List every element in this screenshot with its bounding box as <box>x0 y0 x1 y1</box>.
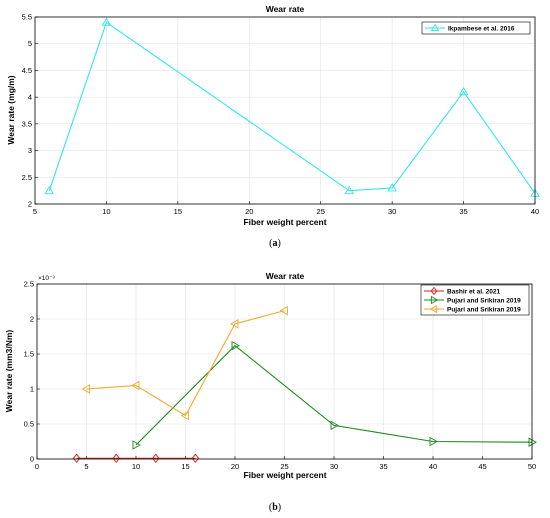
legend-swatch-marker <box>430 295 439 305</box>
chart-a: 5 10 15 20 25 30 35 40 2 2.5 3 3.5 4 4.5 5 5.5 Wear rat… <box>6 4 540 249</box>
chart-b: 0 5 10 15 20 25 30 35 40 45 50 0 0.5 1 1.5 2 2.5 Wear ra… <box>4 271 537 513</box>
legend-entry: Pujari and Srikiran 2019 <box>447 306 521 313</box>
x-tick-label: 25 <box>317 207 325 216</box>
x-tick-label: 15 <box>174 207 182 216</box>
x-tick-label: 5 <box>33 207 37 216</box>
x-tick-label: 30 <box>388 207 396 216</box>
data-point <box>44 185 55 195</box>
data-point <box>344 185 355 195</box>
legend-box <box>421 21 531 35</box>
data-point <box>131 380 140 391</box>
x-tick-label: 5 <box>84 462 88 471</box>
series-a <box>44 17 540 197</box>
y-tick-label: 1.5 <box>24 350 34 359</box>
data-point <box>180 410 189 421</box>
legend-a: Ikpambese et al. 2016 <box>421 21 531 35</box>
legend-swatch-marker <box>430 286 438 296</box>
x-tick-label: 40 <box>429 462 437 471</box>
x-tick-label: 20 <box>245 207 253 216</box>
y-tick-label: 2 <box>28 200 32 209</box>
x-tick-label: 40 <box>531 207 539 216</box>
series-line <box>48 21 536 194</box>
caption-b-letter: b <box>272 502 278 513</box>
data-point <box>330 420 339 431</box>
x-tick-label: 25 <box>280 462 288 471</box>
ticks-b: 0 5 10 15 20 25 30 35 40 45 50 0 0.5 1 1.5 2 2.5 <box>24 280 537 472</box>
y-tick-label: 4 <box>28 93 32 102</box>
legend-entry: Bashir et al. 2021 <box>447 288 500 295</box>
x-tick-label: 30 <box>330 462 338 471</box>
data-point <box>387 183 397 192</box>
x-tick-label: 35 <box>459 207 467 216</box>
series-line <box>86 310 285 417</box>
legend-entry: Ikpambese et al. 2016 <box>448 25 515 32</box>
x-tick-label: 45 <box>478 462 486 471</box>
y-tick-label: 0.5 <box>24 420 34 429</box>
y-tick-label: 3 <box>28 146 32 155</box>
y-axis-label-a: Wear rate (mg/m) <box>6 75 16 144</box>
x-tick-label: 0 <box>35 462 39 471</box>
series-line <box>135 344 533 446</box>
y-tick-label: 5 <box>28 39 32 48</box>
data-point <box>231 340 240 351</box>
y-tick-label: 5.5 <box>22 13 32 22</box>
data-point <box>132 440 141 450</box>
y-axis-label-b: Wear rate (mm3/Nm) <box>4 330 14 413</box>
data-point <box>458 86 469 96</box>
data-point <box>81 384 90 394</box>
data-point <box>72 453 81 464</box>
chart-title-b: Wear rate <box>266 271 305 281</box>
plot-area-a <box>35 17 535 204</box>
legend-entry: Pujari and Srikiran 2019 <box>447 297 521 304</box>
x-tick-label: 10 <box>102 207 110 216</box>
x-tick-label: 10 <box>132 462 140 471</box>
data-point <box>429 436 438 447</box>
legend-swatch-marker <box>430 23 440 32</box>
data-point <box>112 453 120 464</box>
legend-b: Bashir et al. 2021 Pujari and Srikiran 20… <box>420 284 530 316</box>
y-tick-label: 2 <box>30 315 34 324</box>
caption-a: (a) <box>269 238 281 249</box>
y-tick-label: 4.5 <box>22 66 32 75</box>
chart-title-a: Wear rate <box>266 4 305 14</box>
data-point <box>101 17 112 26</box>
y-tick-label: 0 <box>30 455 34 464</box>
x-tick-label: 35 <box>379 462 387 471</box>
y-exponent-b: ×10⁻³ <box>38 275 55 282</box>
x-tick-label: 20 <box>231 462 239 471</box>
data-point <box>230 319 239 329</box>
y-tick-label: 2.5 <box>22 173 32 182</box>
data-point <box>279 305 288 316</box>
data-point <box>152 453 160 464</box>
ticks-a: 5 10 15 20 25 30 35 40 2 2.5 3 3.5 4 4.5 5 5.5 <box>22 13 540 217</box>
x-tick-label: 15 <box>181 462 189 471</box>
data-point <box>528 437 537 447</box>
y-tick-label: 1 <box>30 385 34 394</box>
y-tick-label: 2.5 <box>24 280 34 289</box>
data-point <box>191 453 200 464</box>
y-tick-label: 3.5 <box>22 119 32 128</box>
grid-a <box>34 16 536 205</box>
caption-a-letter: a <box>273 238 278 249</box>
x-tick-label: 50 <box>528 462 536 471</box>
plot-frame-a <box>34 16 536 205</box>
caption-b: (b) <box>269 502 281 513</box>
x-axis-label-a: Fiber weight percent <box>243 217 326 227</box>
legend-swatch-marker <box>429 304 438 314</box>
x-axis-label-b: Fiber weight percent <box>243 470 326 480</box>
